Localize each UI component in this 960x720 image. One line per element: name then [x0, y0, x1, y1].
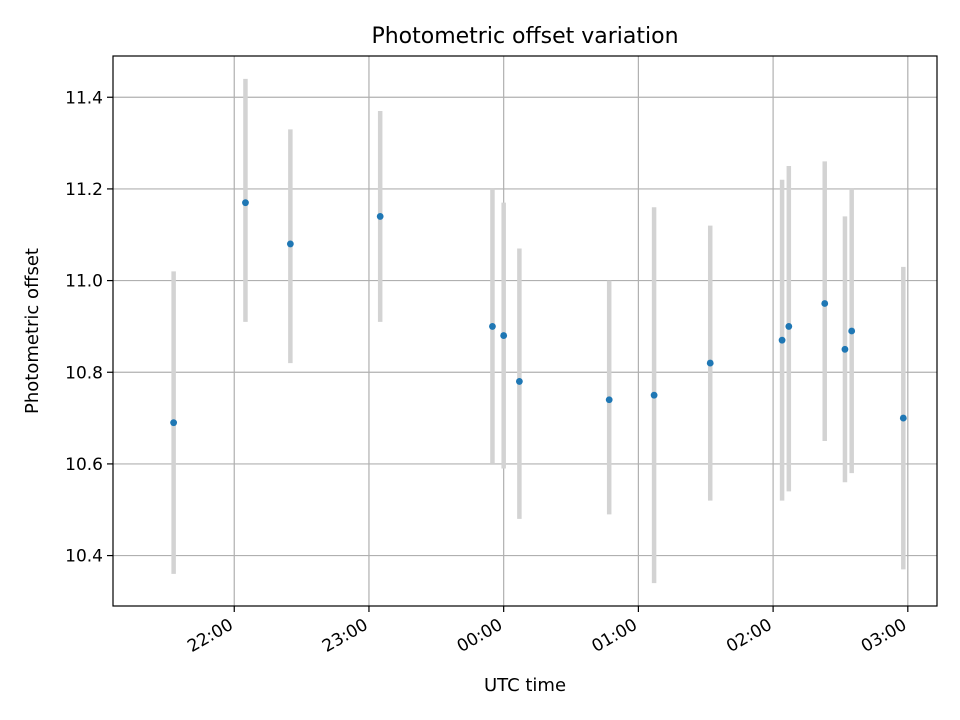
- data-point: [778, 336, 786, 344]
- data-point: [841, 345, 849, 353]
- data-point: [515, 378, 523, 385]
- x-axis-label: UTC time: [484, 675, 566, 696]
- data-point: [170, 419, 178, 427]
- data-point: [500, 332, 508, 339]
- y-tick-label: 10.8: [65, 363, 103, 383]
- chart-title: Photometric offset variation: [371, 24, 678, 49]
- data-point: [489, 323, 496, 330]
- y-axis-ticks: 10.4 10.6 10.8 11.0 11.2 11.4: [65, 88, 113, 567]
- data-point: [650, 391, 658, 399]
- data-point: [821, 300, 829, 307]
- y-tick-label: 11.2: [65, 180, 103, 200]
- data-point: [376, 213, 384, 220]
- y-tick-label: 10.4: [65, 547, 103, 567]
- grid-lines: [113, 56, 937, 606]
- data-point: [899, 414, 907, 422]
- data-point: [785, 323, 793, 330]
- y-axis-label: Photometric offset: [22, 248, 43, 414]
- data-point: [286, 240, 294, 248]
- data-point: [848, 327, 856, 335]
- y-tick-label: 11.4: [65, 88, 103, 108]
- data-point: [605, 396, 613, 404]
- y-tick-label: 11.0: [65, 272, 103, 292]
- data-points: [170, 199, 907, 427]
- y-tick-label: 10.6: [65, 455, 103, 475]
- data-point: [706, 359, 714, 367]
- plot-area-frame: [112, 55, 938, 607]
- data-point: [242, 199, 249, 207]
